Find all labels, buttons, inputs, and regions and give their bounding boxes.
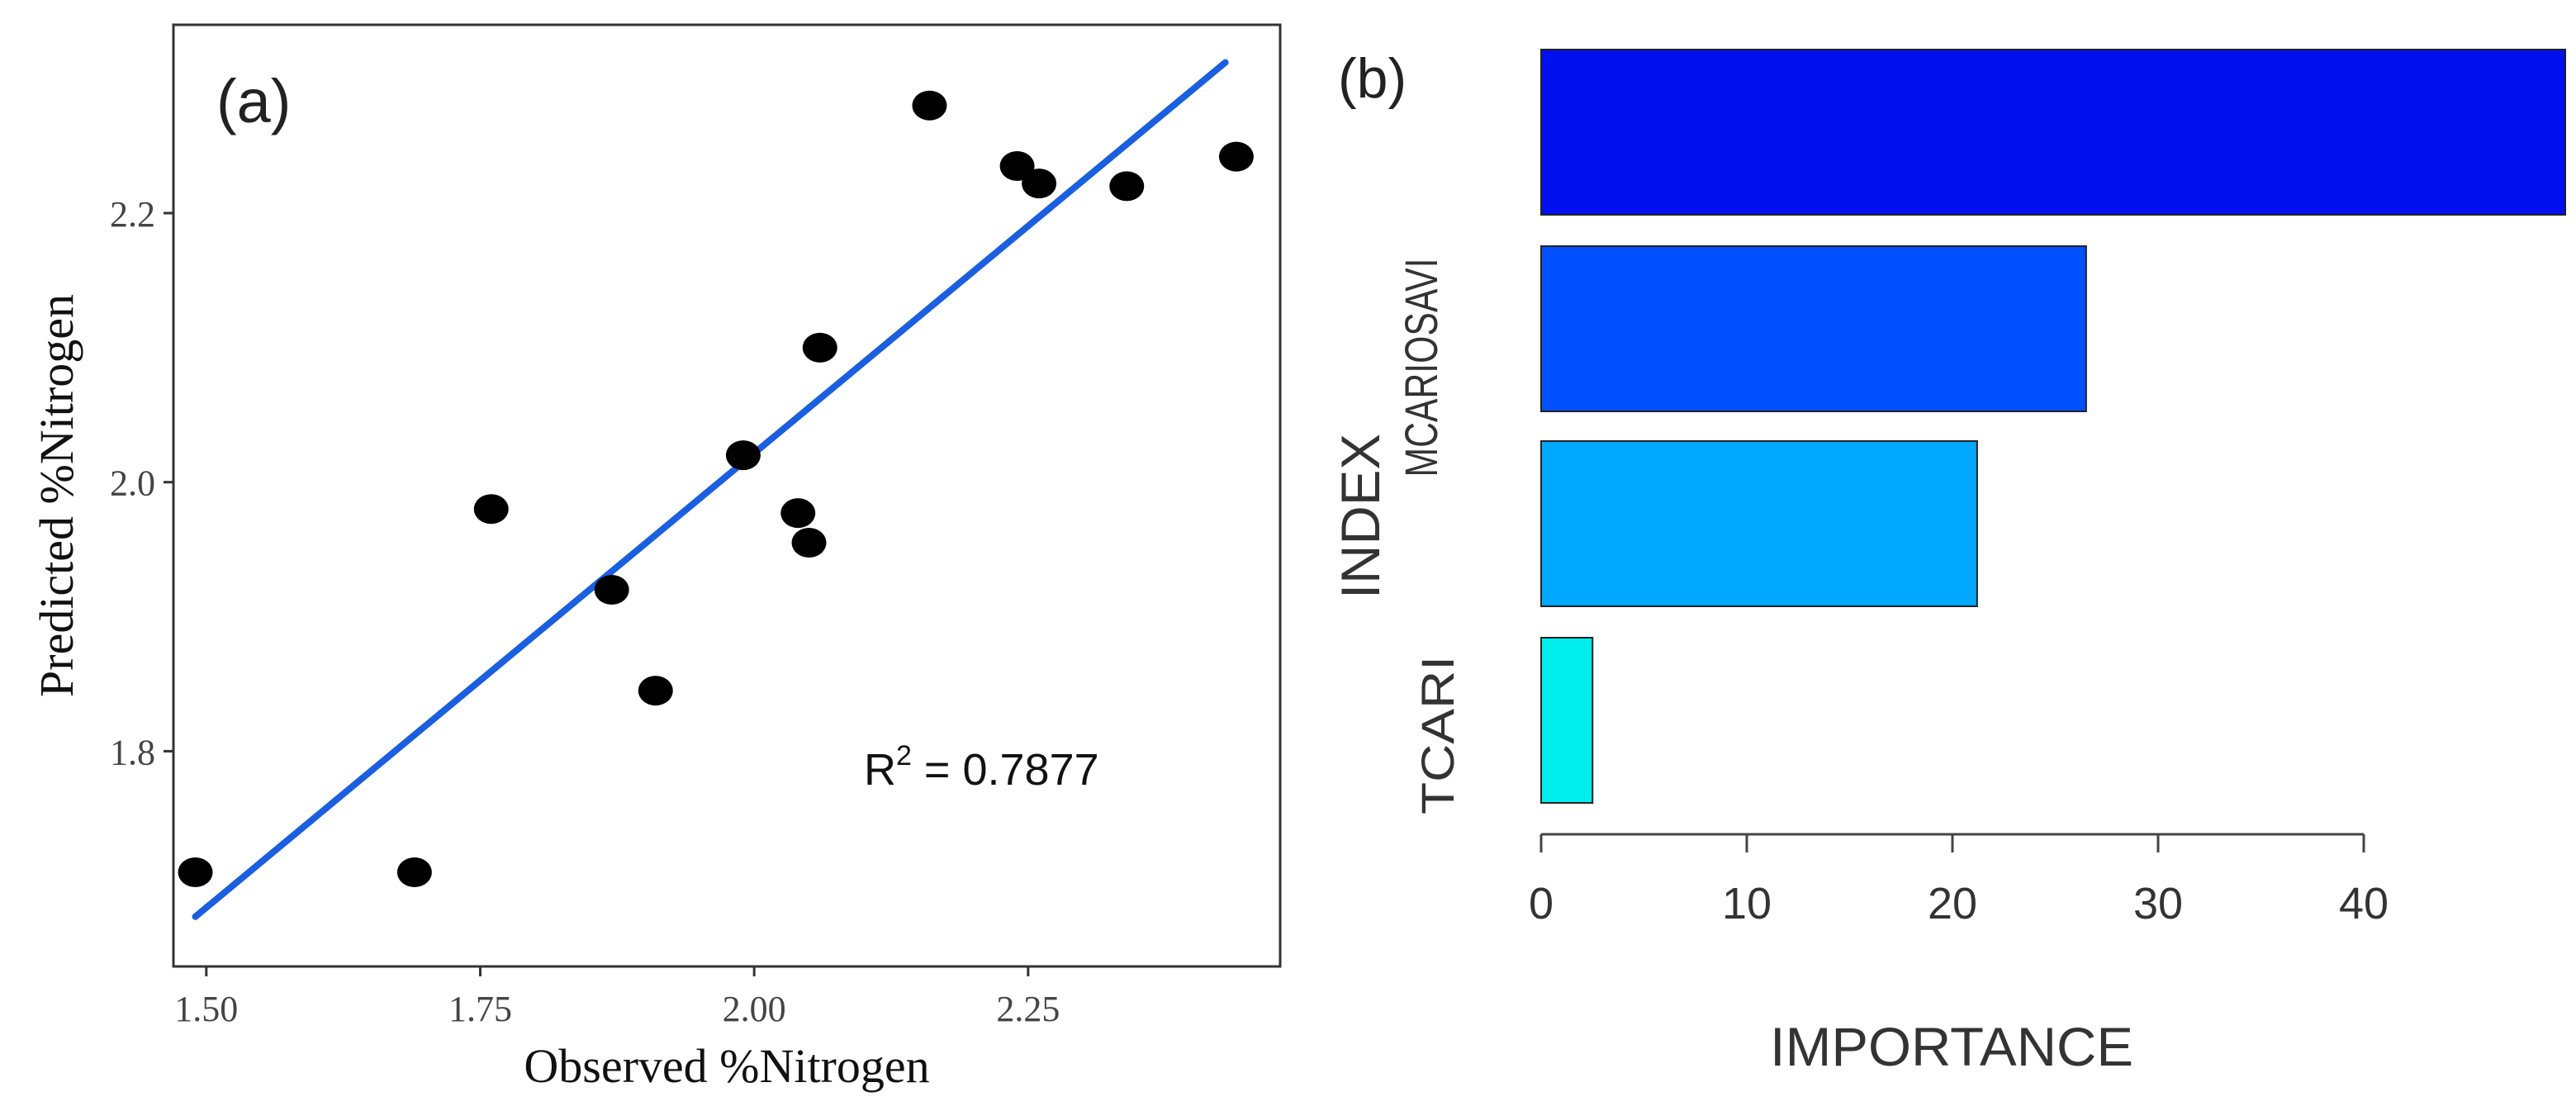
category-label-tcari: TCARI	[1411, 656, 1464, 814]
scatter-point	[638, 676, 673, 706]
scatter-points	[178, 90, 1254, 887]
scatter-point	[725, 440, 761, 471]
importance-x-ticks: 0 10 20 30 40	[1529, 834, 2389, 928]
scatter-point	[594, 575, 629, 605]
importance-x-tick-label: 10	[1722, 879, 1772, 928]
importance-x-tick-label: 30	[2133, 879, 2183, 928]
r-squared-superscript: 2	[896, 740, 912, 772]
scatter-point	[1022, 169, 1057, 199]
importance-y-axis-label: INDEX	[1330, 434, 1391, 599]
importance-x-tick-label: 20	[1928, 879, 1977, 928]
scatter-point	[802, 332, 837, 363]
importance-x-axis-label: IMPORTANCE	[1770, 1016, 2133, 1077]
importance-bar	[1540, 637, 1594, 804]
scatter-x-tick-label: 2.00	[723, 989, 786, 1029]
scatter-y-ticks: 1.8 2.0 2.2	[110, 194, 173, 772]
scatter-point	[1218, 141, 1254, 172]
r-squared-prefix: R	[864, 745, 896, 795]
panel-b-label: (b)	[1338, 47, 1407, 110]
importance-bar	[1540, 440, 1978, 607]
scatter-x-tick-label: 1.75	[448, 989, 512, 1029]
scatter-plot-frame	[172, 23, 1282, 968]
importance-x-tick-label: 40	[2339, 879, 2389, 928]
scatter-x-tick-label: 1.50	[174, 989, 238, 1029]
scatter-y-tick-label: 2.0	[110, 463, 155, 504]
scatter-point	[473, 494, 509, 525]
scatter-y-tick-label: 1.8	[110, 732, 155, 772]
regression-line	[192, 59, 1229, 920]
scatter-point	[999, 151, 1035, 181]
importance-panel: (b) 0 10 20 30 40 MCARIOSAVI TCARI INDEX IMP…	[1330, 47, 2567, 1077]
scatter-y-axis-label: Predicted %Nitrogen	[30, 294, 83, 697]
r-squared-value: = 0.7877	[912, 745, 1099, 795]
scatter-point	[912, 90, 947, 121]
r-squared-annotation: R2 = 0.7877	[864, 740, 1099, 795]
scatter-point	[178, 857, 213, 887]
scatter-point	[791, 528, 827, 558]
scatter-x-ticks: 1.50 1.75 2.00 2.25	[174, 966, 1060, 1029]
scatter-point	[1109, 171, 1145, 202]
scatter-panel: 1.8 2.0 2.2 1.50 1.75 2.00 2.25 (a) R2 = 0.78…	[30, 23, 1282, 1093]
scatter-x-tick-label: 2.25	[996, 989, 1060, 1029]
category-label-mcariosavi: MCARIOSAVI	[1395, 259, 1447, 477]
importance-x-tick-label: 0	[1529, 879, 1554, 928]
scatter-y-tick-label: 2.2	[110, 194, 155, 235]
scatter-x-axis-label: Observed %Nitrogen	[524, 1039, 929, 1093]
scatter-point	[780, 498, 816, 529]
importance-bars	[1540, 49, 2567, 804]
importance-bar	[1540, 49, 2567, 216]
panel-a-label: (a)	[216, 67, 291, 135]
scatter-point	[396, 857, 432, 887]
importance-bar	[1540, 245, 2087, 412]
